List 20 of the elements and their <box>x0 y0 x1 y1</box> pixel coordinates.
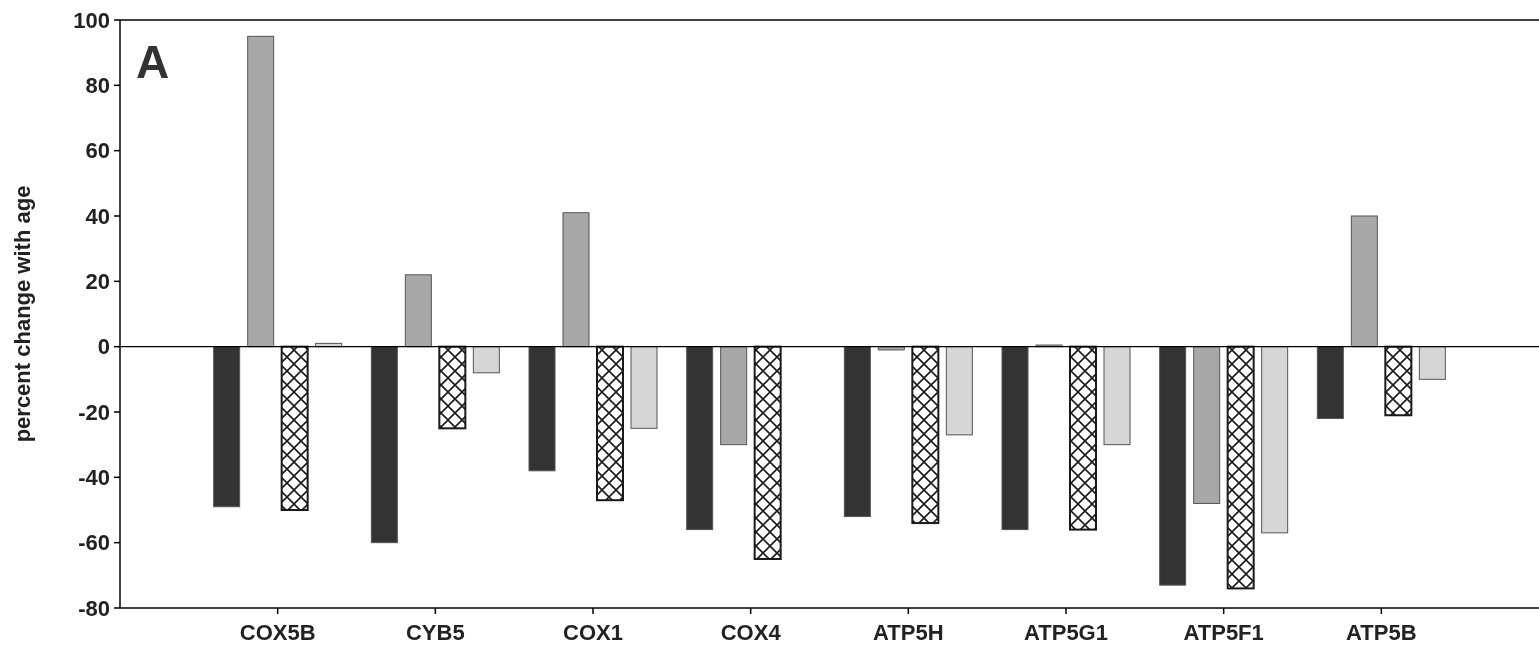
y-tick-label: 80 <box>85 73 110 99</box>
y-tick-label: 60 <box>85 138 110 164</box>
y-tick-label: 20 <box>85 269 110 295</box>
x-tick-label: ATP5G1 <box>1024 620 1108 645</box>
y-tick-label: 0 <box>97 334 110 360</box>
y-axis-title: percent change with age <box>10 185 35 443</box>
annotation: A <box>136 36 170 88</box>
y-tick-label: 100 <box>73 7 110 33</box>
y-tick-label: -80 <box>78 595 110 621</box>
x-tick-label: ATP5F1 <box>1183 620 1264 645</box>
x-tick-label: ATP5H <box>873 620 944 645</box>
y-tick-label: -20 <box>78 399 110 425</box>
y-tick-label: -40 <box>78 465 110 491</box>
y-tick-label: 40 <box>85 203 110 229</box>
x-tick-label: COX5B <box>239 620 316 645</box>
y-tick-label: -60 <box>78 530 110 556</box>
x-tick-label: CYB5 <box>405 620 465 645</box>
x-tick-label: ATP5B <box>1346 620 1417 645</box>
x-tick-label: COX4 <box>720 620 782 645</box>
x-tick-label: COX1 <box>563 620 623 645</box>
